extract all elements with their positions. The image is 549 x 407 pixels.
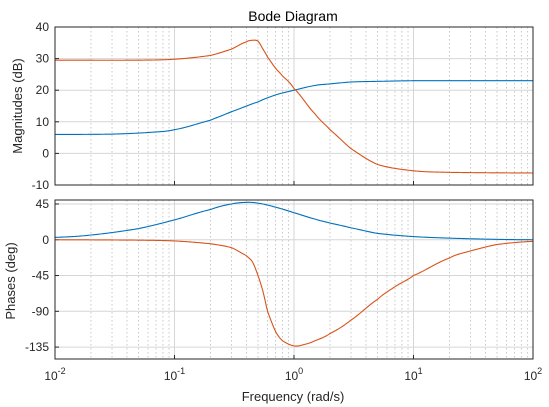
phase-y-tick-label: -90 [32, 304, 50, 318]
magnitude-series-1-line [55, 80, 533, 135]
x-tick-label: 10-2 [44, 366, 65, 383]
phase-y-tick-label: -135 [25, 340, 49, 354]
magnitude-y-tick-label: 30 [36, 52, 50, 66]
x-tick-label: 101 [404, 366, 422, 383]
magnitude-y-tick-label: 20 [36, 83, 50, 97]
magnitude-series-2-line [55, 39, 533, 174]
phase-axes: -135 -90 -45 0 45 [25, 197, 534, 360]
x-tick-label: 102 [524, 366, 542, 383]
x-tick-labels: 10-2 10-1 100 101 102 [44, 366, 542, 383]
magnitude-y-tick-label: 0 [42, 146, 49, 160]
phase-y-tick-label: -45 [32, 269, 50, 283]
phase-axis-label: Phases (deg) [3, 242, 18, 319]
phase-series-2-line [55, 239, 534, 347]
x-tick-label: 100 [285, 366, 303, 383]
magnitude-y-tick-label: 40 [36, 20, 50, 34]
magnitude-axes: -10 0 10 20 30 40 [32, 20, 534, 192]
magnitude-y-tick-label: 10 [36, 115, 50, 129]
magnitude-axes-frame [54, 26, 534, 186]
x-axis-label: Frequency (rad/s) [242, 389, 345, 404]
chart-title: Bode Diagram [248, 8, 338, 24]
phase-y-tick-label: 0 [42, 233, 49, 247]
phase-axes-frame [54, 199, 534, 360]
x-tick-label: 10-1 [164, 366, 185, 383]
phase-y-tick-label: 45 [36, 197, 50, 211]
phase-series-1-line [54, 201, 534, 241]
magnitude-axis-label: Magnitudes (dB) [10, 58, 25, 153]
magnitude-y-tick-label: -10 [32, 178, 50, 192]
